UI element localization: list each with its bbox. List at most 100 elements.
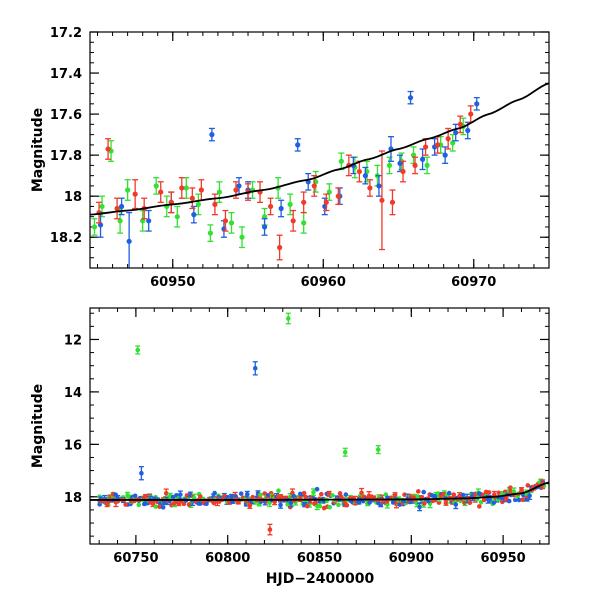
full-light-curve-panel: 60750 60800 60850 60900 60950 12 14 16 18 Magnit… — [30, 307, 550, 587]
red-data-point — [412, 162, 418, 168]
blue-data-point — [97, 222, 104, 228]
green-data-point — [327, 504, 332, 510]
green-data-point — [276, 488, 281, 494]
green-outlier-data-point — [285, 316, 291, 321]
red-data-point — [445, 136, 451, 142]
y-tick-label: 18 — [64, 190, 82, 205]
green-data-point — [336, 502, 341, 507]
red-data-point — [123, 502, 128, 507]
red-data-point — [143, 493, 148, 499]
blue-data-point — [119, 203, 125, 210]
y-tick-label: 12 — [64, 333, 82, 348]
blue-outlier-data-point — [139, 470, 144, 476]
green-data-point — [125, 187, 131, 193]
blue-data-point — [261, 224, 268, 230]
red-data-point — [105, 146, 111, 152]
blue-data-point — [376, 183, 382, 189]
zoomed-light-curve-panel: 60950 60960 60970 17.2 17.4 17.6 17.8 18 18.2 Ma… — [30, 26, 550, 290]
red-data-point — [301, 490, 307, 496]
blue-data-point — [356, 500, 362, 505]
blue-data-point — [421, 489, 427, 495]
blue-data-point — [244, 491, 250, 497]
green-data-point — [386, 162, 393, 168]
red-data-point — [337, 491, 343, 496]
y-tick-label: 17.2 — [50, 26, 82, 41]
red-data-point — [477, 504, 482, 509]
red-data-point — [389, 199, 396, 205]
green-data-point — [207, 230, 213, 236]
blue-data-point — [314, 486, 320, 492]
green-data-point — [91, 224, 98, 230]
bottom-panel-frame — [89, 307, 550, 545]
red-data-point — [212, 201, 218, 207]
green-data-point — [136, 502, 142, 508]
blue-data-point — [191, 212, 197, 218]
blue-data-point — [442, 152, 448, 158]
top-panel-data — [90, 82, 549, 268]
red-data-point — [359, 490, 364, 496]
green-data-point — [338, 158, 344, 164]
blue-data-point — [397, 160, 403, 166]
red-data-point — [486, 490, 492, 495]
blue-data-point — [407, 95, 414, 101]
blue-data-point — [212, 490, 217, 496]
red-data-point — [158, 189, 164, 195]
red-data-point — [277, 244, 283, 251]
model-fit-curve — [90, 481, 549, 501]
red-data-point — [435, 142, 441, 148]
red-data-point — [267, 203, 274, 210]
blue-data-point — [426, 498, 431, 504]
blue-data-point — [446, 490, 452, 496]
red-data-point — [323, 199, 329, 205]
green-data-point — [317, 503, 323, 509]
red-data-point — [392, 492, 398, 498]
green-data-point — [99, 203, 105, 210]
blue-data-point — [209, 132, 215, 138]
green-data-point — [183, 185, 189, 191]
green-data-point — [301, 220, 307, 226]
blue-outlier-data-point — [252, 366, 258, 371]
blue-data-point — [288, 500, 294, 506]
x-tick-label: 60960 — [301, 275, 346, 290]
blue-data-point — [516, 497, 522, 503]
green-outlier-data-point — [342, 449, 348, 455]
blue-data-point — [132, 493, 138, 499]
green-data-point — [311, 489, 316, 495]
red-data-point — [520, 497, 525, 502]
red-data-point — [247, 503, 253, 508]
blue-data-point — [178, 492, 183, 497]
red-data-point — [422, 144, 429, 150]
x-tick-label: 60850 — [297, 551, 342, 566]
green-data-point — [450, 140, 456, 146]
red-data-point — [319, 491, 324, 497]
x-tick-label: 60950 — [150, 275, 195, 290]
top-y-axis-label: Magnitude — [30, 108, 46, 192]
green-data-point — [228, 220, 235, 226]
red-data-point — [198, 187, 204, 193]
y-tick-label: 17.4 — [50, 67, 82, 82]
green-data-point — [478, 499, 484, 505]
blue-data-point — [278, 205, 284, 212]
blue-data-point — [278, 502, 283, 508]
red-data-point — [114, 205, 120, 212]
red-data-point — [250, 494, 255, 500]
red-data-point — [157, 504, 162, 510]
red-data-point — [262, 491, 268, 496]
red-data-point — [525, 483, 531, 488]
blue-data-point — [417, 504, 422, 510]
green-data-point — [239, 234, 245, 240]
blue-data-point — [236, 183, 242, 189]
blue-data-point — [160, 505, 166, 510]
red-data-point — [233, 187, 239, 193]
green-data-point — [424, 162, 430, 168]
green-data-point — [125, 492, 130, 498]
red-data-point — [150, 501, 156, 506]
green-data-point — [153, 183, 159, 189]
red-data-point — [467, 500, 473, 506]
red-data-point — [181, 501, 187, 507]
green-data-point — [414, 501, 420, 506]
green-outlier-data-point — [135, 347, 141, 353]
red-data-point — [356, 168, 362, 175]
model-fit-curve — [90, 82, 549, 216]
